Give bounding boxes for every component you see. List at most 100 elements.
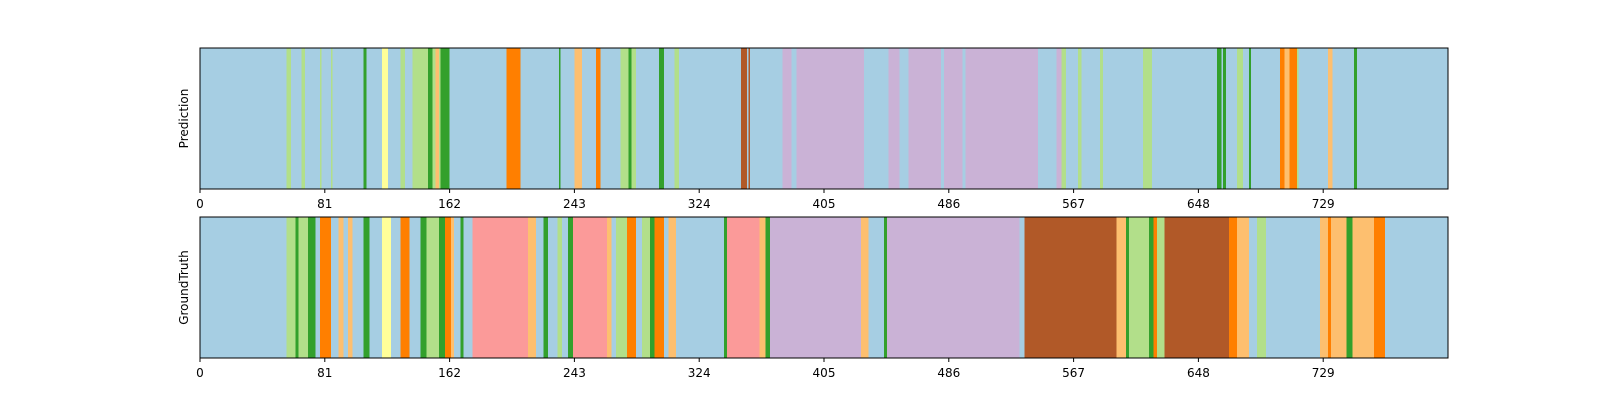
x-tick-label: 324 [688, 197, 711, 211]
segment-bar [1223, 48, 1227, 189]
segment-bar [582, 48, 597, 189]
segment-bar [860, 217, 869, 358]
segment-bar [620, 48, 629, 189]
segment-bar [679, 48, 742, 189]
segment-bar [1327, 217, 1332, 358]
segment-bar [1221, 48, 1224, 189]
x-tick-label: 81 [317, 366, 332, 380]
segment-bar [1129, 217, 1150, 358]
segment-bar [391, 217, 401, 358]
y-axis-label: Prediction [177, 89, 191, 149]
segment-bar [200, 217, 287, 358]
segment-bar [1243, 48, 1250, 189]
x-tick-label: 648 [1187, 197, 1210, 211]
groundtruth-panel: 0 81 162 243 324 405 486 567 648 729 GroundTruth [177, 216, 1449, 380]
segment-bar [1354, 48, 1358, 189]
segment-bar [1357, 48, 1449, 189]
segment-bar [759, 217, 766, 358]
x-tick-label: 729 [1312, 366, 1335, 380]
segment-bar [560, 48, 575, 189]
segment-bar [726, 217, 760, 358]
segment-bar [307, 217, 316, 358]
segment-bar [1236, 48, 1244, 189]
segment-bar [682, 217, 725, 358]
segment-bar [366, 48, 383, 189]
segment-bar [321, 48, 332, 189]
segment-bar [1102, 48, 1144, 189]
segment-bar [432, 48, 437, 189]
segment-bar [888, 48, 900, 189]
segment-bar [548, 217, 558, 358]
segment-bar [412, 48, 429, 189]
segment-bar [363, 48, 367, 189]
segment-bar [965, 48, 1039, 189]
segment-bar [463, 217, 474, 358]
segment-bar [642, 217, 651, 358]
segment-bar [1229, 217, 1238, 358]
segment-bar [616, 217, 628, 358]
segment-bar [1216, 48, 1222, 189]
segment-bar [631, 48, 637, 189]
segment-bar [1352, 217, 1375, 358]
segment-bar [1164, 217, 1230, 358]
segment-bar [1099, 48, 1104, 189]
x-tick-label: 405 [813, 197, 836, 211]
segment-bar [438, 48, 441, 189]
segment-bar [941, 48, 945, 189]
segment-bar [674, 48, 680, 189]
segment-bar [286, 217, 296, 358]
x-tick-label: 648 [1187, 366, 1210, 380]
segment-bar [1346, 217, 1353, 358]
segment-bar [332, 48, 364, 189]
segment-bar [1330, 217, 1347, 358]
segment-bar [740, 48, 748, 189]
segment-bar [1266, 217, 1321, 358]
segment-bar [1284, 48, 1290, 189]
segment-bar [765, 217, 771, 358]
segment-bar [330, 48, 333, 189]
segment-bar [668, 217, 677, 358]
segment-bar [400, 217, 410, 358]
segment-bar [435, 48, 440, 189]
segment-bar [295, 217, 299, 358]
segment-bar [1153, 217, 1158, 358]
segment-bar [444, 217, 452, 358]
segment-bar [304, 48, 321, 189]
x-tick-label: 162 [438, 366, 461, 380]
x-tick-label: 324 [688, 366, 711, 380]
segment-bar [750, 48, 783, 189]
segment-bar [200, 48, 287, 189]
segment-bar [315, 217, 321, 358]
segment-bar [1156, 217, 1165, 358]
segment-bar [528, 217, 537, 358]
segment-bar [568, 217, 574, 358]
segment-bar [791, 48, 797, 189]
segment-bar [1236, 217, 1250, 358]
segment-bar [1280, 48, 1285, 189]
segment-bar [286, 48, 292, 189]
segment-bar [595, 48, 601, 189]
segment-bar [1297, 48, 1299, 189]
segment-bar [1061, 48, 1067, 189]
x-tick-label: 243 [563, 366, 586, 380]
segment-bar [363, 217, 370, 358]
prediction-panel: 0 81 162 243 324 405 486 567 648 729 Prediction [177, 47, 1449, 211]
segment-bar [440, 48, 450, 189]
y-axis-label: GroundTruth [177, 250, 191, 325]
segment-bar [428, 48, 433, 189]
segment-bar [611, 217, 617, 358]
segment-bar [1116, 217, 1127, 358]
segment-bar [1250, 48, 1281, 189]
segment-bar [636, 217, 643, 358]
segment-bar [426, 217, 440, 358]
segment-bar [723, 217, 728, 358]
segment-bar [782, 48, 792, 189]
x-tick-label: 486 [937, 197, 960, 211]
segment-bar [352, 217, 364, 358]
segment-bar [1327, 48, 1333, 189]
segment-bar [347, 217, 353, 358]
segment-bar [600, 48, 621, 189]
segment-bar [636, 48, 660, 189]
segment-bar [887, 217, 1020, 358]
